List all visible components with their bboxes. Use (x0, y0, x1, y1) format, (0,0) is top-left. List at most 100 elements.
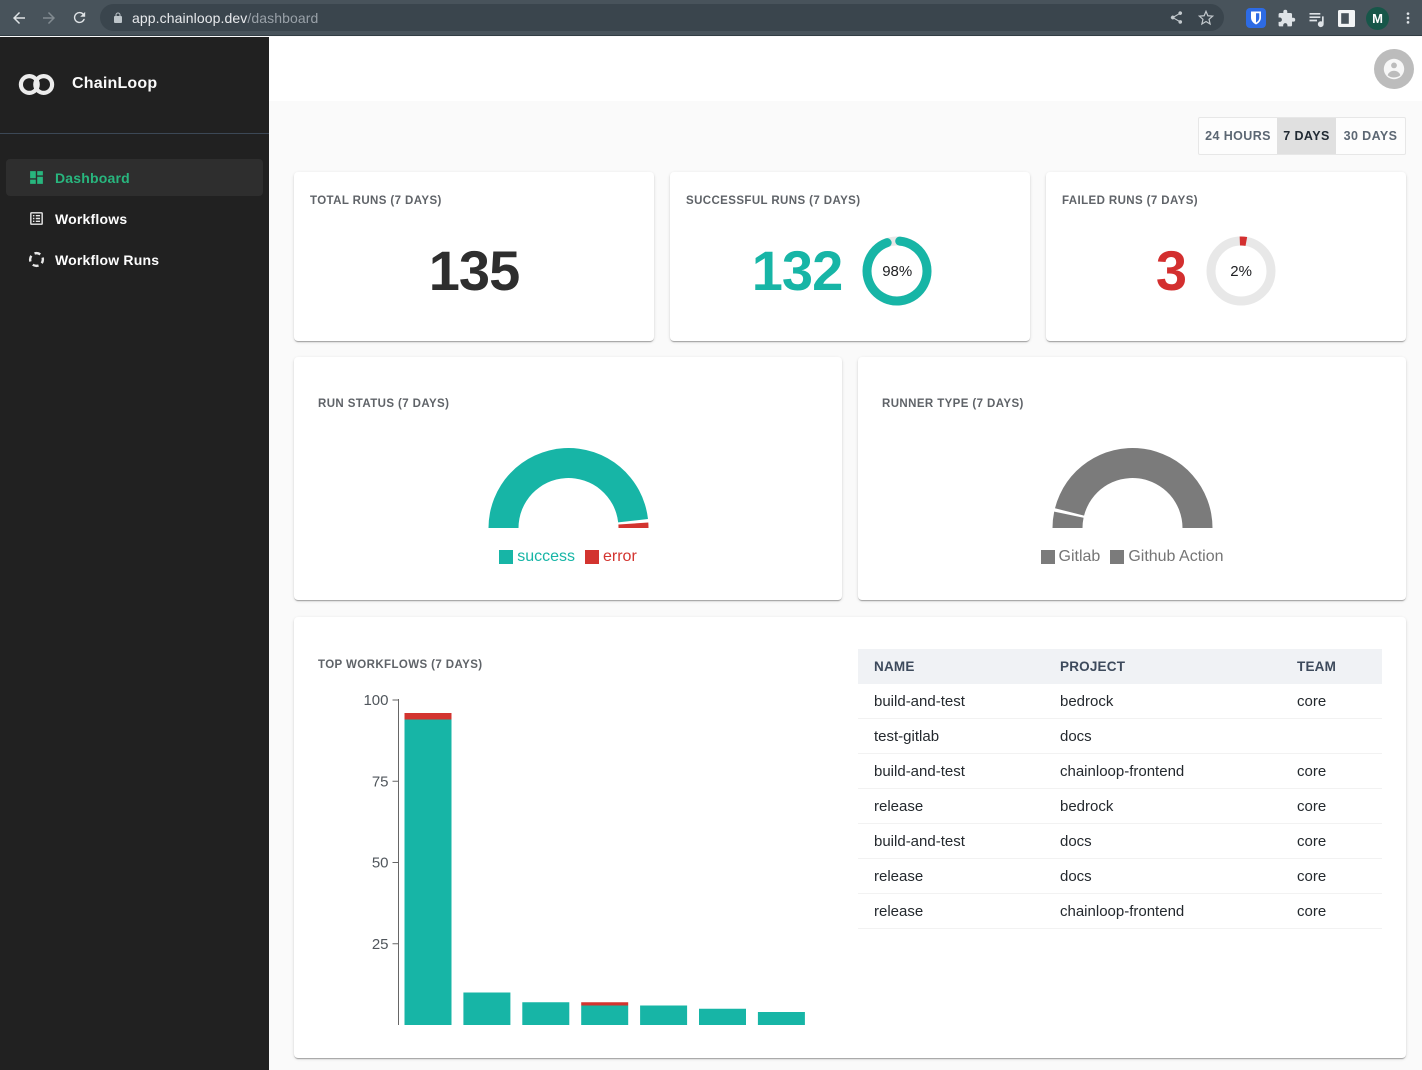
top-workflows-card: TOP WORKFLOWS (7 DAYS) 25 50 75 100 NAME PRO… (294, 617, 1406, 1058)
successful-runs-card: SUCCESSFUL RUNS (7 DAYS) 132 98% (670, 172, 1030, 341)
table-column-header-team: TEAM (1297, 659, 1337, 674)
browser-profile-avatar[interactable]: M (1366, 6, 1389, 30)
url-path: /dashboard (247, 9, 319, 26)
browser-reload-button[interactable] (64, 3, 94, 33)
table-cell-name: build-and-test (874, 832, 965, 850)
sidebar-item-workflow-runs[interactable]: Workflow Runs (6, 241, 263, 278)
table-row[interactable]: release bedrock core (858, 789, 1382, 824)
stat-card-title: FAILED RUNS (7 DAYS) (1062, 195, 1199, 207)
media-playlist-icon[interactable] (1307, 8, 1327, 28)
legend-label: Gitlab (1058, 548, 1101, 565)
table-cell-team: core (1297, 762, 1327, 780)
table-cell-project: bedrock (1060, 797, 1114, 815)
browser-menu-kebab-icon[interactable] (1400, 8, 1416, 28)
table-cell-project: bedrock (1060, 692, 1114, 710)
range-button-24-hours[interactable]: 24 HOURS (1199, 118, 1277, 154)
share-icon[interactable] (1169, 10, 1184, 25)
sidebar-item-dashboard[interactable]: Dashboard (6, 159, 263, 196)
stat-value: 135 (428, 239, 520, 302)
top-header (269, 37, 1422, 101)
user-avatar[interactable] (1374, 49, 1414, 89)
table-row[interactable]: test-gitlab docs (858, 719, 1382, 754)
brand-name: ChainLoop (72, 75, 158, 92)
stat-card-title: SUCCESSFUL RUNS (7 DAYS) (686, 195, 861, 207)
legend-item: success (499, 548, 575, 566)
legend-swatch (499, 550, 514, 564)
legend-swatch (585, 550, 599, 564)
workflow-runs-icon (28, 251, 45, 268)
legend-swatch (1110, 550, 1125, 564)
table-column-header-name: NAME (874, 659, 915, 674)
table-row[interactable]: release chainloop-frontend core (858, 894, 1382, 929)
runner-type-legend: Gitlab Github Action (858, 548, 1406, 566)
range-button-30-days[interactable]: 30 DAYS (1336, 118, 1405, 154)
sidebar-divider (0, 133, 269, 134)
top-workflows-title: TOP WORKFLOWS (7 DAYS) (318, 659, 483, 671)
stat-cards-row: TOTAL RUNS (7 DAYS) 135 SUCCESSFUL RUNS (7… (294, 172, 1406, 341)
stat-card-title: TOTAL RUNS (7 DAYS) (310, 195, 442, 207)
run-status-title: RUN STATUS (7 DAYS) (318, 398, 450, 410)
table-cell-name: release (874, 797, 924, 815)
sidebar-item-workflows[interactable]: Workflows (6, 200, 263, 237)
total-runs-card: TOTAL RUNS (7 DAYS) 135 (294, 172, 654, 341)
app-window: ChainLoop Dashboard Workflows Workflow Run… (0, 37, 1422, 1070)
table-cell-name: build-and-test (874, 692, 965, 710)
table-row[interactable]: release docs core (858, 859, 1382, 894)
table-cell-name: release (874, 902, 924, 920)
table-cell-project: chainloop-frontend (1060, 902, 1185, 920)
table-header-row: NAME PROJECT TEAM (858, 649, 1382, 684)
run-status-half-donut-chart (294, 357, 842, 600)
runner-type-half-donut-chart (858, 357, 1406, 600)
run-status-legend: success error (294, 548, 842, 566)
svg-text:100: 100 (363, 692, 388, 709)
table-cell-project: docs (1060, 832, 1092, 850)
extensions-puzzle-icon[interactable] (1277, 9, 1296, 28)
dashboard-icon (28, 169, 45, 186)
workflows-icon (28, 210, 45, 227)
sidebar-item-label: Workflow Runs (55, 251, 160, 268)
side-panel-icon[interactable] (1338, 9, 1355, 27)
legend-label: success (517, 548, 575, 565)
time-range-toggle-group: 24 HOURS 7 DAYS 30 DAYS (1198, 117, 1406, 155)
back-arrow-icon (13, 11, 25, 24)
table-cell-project: chainloop-frontend (1060, 762, 1185, 780)
table-cell-team: core (1297, 867, 1327, 885)
table-row[interactable]: build-and-test docs core (858, 824, 1382, 859)
table-body: build-and-test bedrock core test-gitlab docs… (858, 684, 1382, 929)
sidebar-item-label: Workflows (55, 210, 128, 227)
svg-text:25: 25 (372, 936, 389, 953)
stat-percent-label: 2% (1230, 262, 1252, 280)
browser-back-button[interactable] (4, 3, 34, 33)
chainloop-logo-icon (18, 73, 55, 95)
stat-percent-label: 98% (882, 262, 913, 280)
sidebar: ChainLoop Dashboard Workflows Workflow Run… (0, 37, 269, 1070)
dashboard-content: 24 HOURS 7 DAYS 30 DAYS TOTAL RUNS (7 DAYS… (269, 101, 1422, 1070)
url-bar[interactable]: app.chainloop.dev/dashboard (100, 4, 1224, 31)
legend-item: error (585, 548, 637, 566)
lock-icon (112, 11, 124, 25)
table-cell-team: core (1297, 692, 1327, 710)
failed-runs-card: FAILED RUNS (7 DAYS) 3 2% (1046, 172, 1406, 341)
legend-item: Gitlab (1040, 548, 1101, 566)
table-row[interactable]: build-and-test chainloop-frontend core (858, 754, 1382, 789)
runner-type-card: RUNNER TYPE (7 DAYS) Gitlab Github Action (858, 357, 1406, 600)
top-workflows-table: NAME PROJECT TEAM build-and-test bedrock cor… (858, 649, 1382, 929)
browser-forward-button[interactable] (34, 3, 64, 33)
stat-percent-donut: 98% (862, 236, 932, 306)
bookmark-star-icon[interactable] (1198, 9, 1214, 26)
range-button-7-days[interactable]: 7 DAYS (1277, 118, 1336, 154)
legend-item: Github Action (1110, 548, 1223, 566)
table-cell-name: test-gitlab (874, 727, 940, 745)
legend-swatch (1040, 550, 1055, 564)
table-cell-project: docs (1060, 867, 1092, 885)
stat-percent-donut: 2% (1206, 236, 1276, 306)
table-cell-team: core (1297, 797, 1327, 815)
run-status-card: RUN STATUS (7 DAYS) success error (294, 357, 842, 600)
brand[interactable]: ChainLoop (0, 37, 269, 131)
main-area: 24 HOURS 7 DAYS 30 DAYS TOTAL RUNS (7 DAYS… (269, 37, 1422, 1070)
bitwarden-extension-icon[interactable] (1246, 8, 1266, 28)
url-host: app.chainloop.dev (132, 9, 248, 26)
table-row[interactable]: build-and-test bedrock core (858, 684, 1382, 719)
stat-value: 132 (751, 239, 843, 302)
table-cell-team: core (1297, 832, 1327, 850)
